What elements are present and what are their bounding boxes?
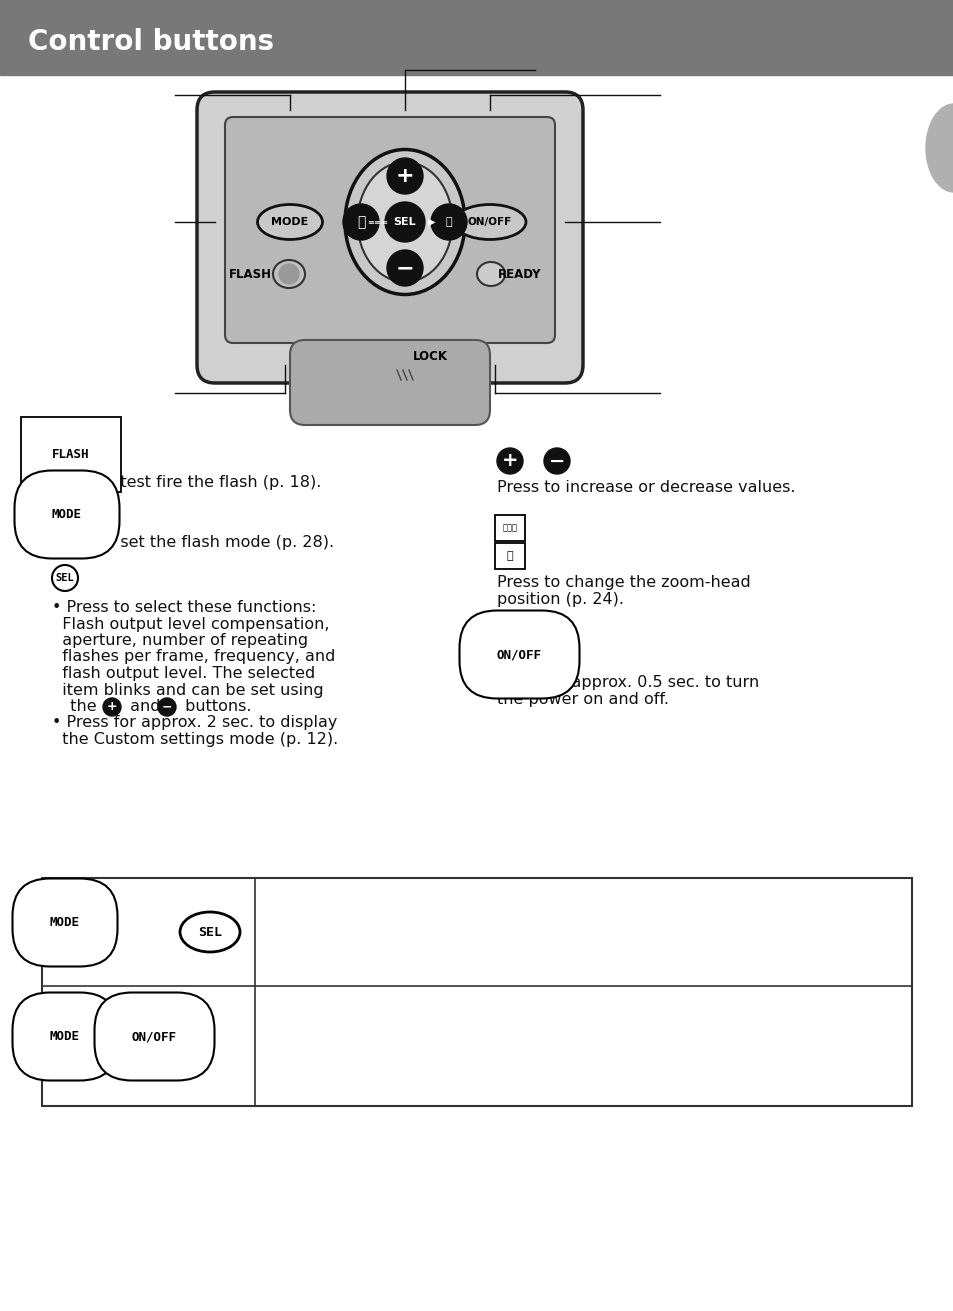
- Circle shape: [158, 697, 175, 716]
- Text: and: and: [125, 699, 166, 714]
- Text: ⛹: ⛹: [445, 218, 452, 227]
- Text: LOCK: LOCK: [412, 350, 447, 363]
- Text: Press to change the zoom-head
position (p. 24).: Press to change the zoom-head position (…: [497, 576, 750, 607]
- FancyBboxPatch shape: [495, 543, 524, 569]
- Text: SEL: SEL: [394, 218, 416, 227]
- Text: item blinks and can be set using: item blinks and can be set using: [52, 683, 323, 697]
- Ellipse shape: [357, 163, 452, 282]
- Text: aperture, number of repeating: aperture, number of repeating: [52, 633, 308, 648]
- Circle shape: [497, 448, 522, 475]
- Text: flashes per frame, frequency, and: flashes per frame, frequency, and: [52, 649, 335, 665]
- Text: • Press for approx. 2 sec. to display: • Press for approx. 2 sec. to display: [52, 716, 337, 730]
- Text: ⛹: ⛹: [506, 551, 513, 561]
- Text: MODE: MODE: [50, 1030, 80, 1044]
- Text: +: +: [501, 451, 517, 471]
- Text: ON/OFF: ON/OFF: [132, 1030, 177, 1044]
- Text: Press to test fire the flash (p. 18).: Press to test fire the flash (p. 18).: [52, 475, 321, 490]
- Text: ON/OFF: ON/OFF: [497, 648, 541, 661]
- Bar: [42, 878, 911, 1106]
- Circle shape: [103, 697, 121, 716]
- Text: −: −: [395, 258, 414, 278]
- Text: MODE: MODE: [52, 507, 82, 520]
- Text: ≡≡≡: ≡≡≡: [367, 218, 388, 227]
- Text: ON/OFF: ON/OFF: [467, 218, 512, 227]
- Text: ▶: ▶: [428, 218, 436, 227]
- Text: +: +: [107, 700, 117, 713]
- Circle shape: [431, 205, 467, 240]
- Text: −: −: [548, 451, 564, 471]
- Text: ⛹⛹⛹: ⛹⛹⛹: [502, 523, 517, 532]
- FancyBboxPatch shape: [290, 340, 490, 425]
- Ellipse shape: [476, 262, 504, 286]
- Text: ⛹: ⛹: [356, 215, 365, 229]
- FancyBboxPatch shape: [495, 515, 524, 541]
- Text: To recall the underexposure value in the TTL/D-TTL auto flash
mode (p. 31).: To recall the underexposure value in the…: [273, 895, 765, 928]
- Text: To reset all settings, including custom settings, to their
default settings (exc: To reset all settings, including custom …: [273, 1004, 746, 1037]
- Bar: [0, 0, 953, 75]
- Circle shape: [52, 565, 78, 591]
- Text: MODE: MODE: [271, 218, 309, 227]
- Text: Press to set the flash mode (p. 28).: Press to set the flash mode (p. 28).: [52, 535, 334, 551]
- Text: SEL: SEL: [198, 926, 222, 939]
- Ellipse shape: [454, 205, 525, 240]
- Text: MODE: MODE: [50, 916, 80, 929]
- Ellipse shape: [925, 104, 953, 191]
- Text: Press to increase or decrease values.: Press to increase or decrease values.: [497, 480, 795, 496]
- Circle shape: [543, 448, 569, 475]
- Text: flash output level. The selected: flash output level. The selected: [52, 666, 314, 680]
- Circle shape: [385, 202, 424, 243]
- Circle shape: [343, 205, 378, 240]
- FancyBboxPatch shape: [225, 117, 555, 343]
- Text: FLASH: FLASH: [229, 267, 272, 281]
- FancyBboxPatch shape: [196, 92, 582, 383]
- Text: Press for approx. 0.5 sec. to turn
the power on and off.: Press for approx. 0.5 sec. to turn the p…: [497, 675, 759, 708]
- Circle shape: [387, 250, 422, 286]
- Ellipse shape: [180, 912, 240, 952]
- Text: FLASH: FLASH: [52, 448, 90, 461]
- Ellipse shape: [257, 205, 322, 240]
- Ellipse shape: [345, 149, 464, 295]
- Text: SEL: SEL: [55, 573, 74, 583]
- Circle shape: [278, 264, 298, 284]
- Text: • Press to select these functions:: • Press to select these functions:: [52, 600, 316, 615]
- Text: buttons.: buttons.: [180, 699, 252, 714]
- Text: Control buttons: Control buttons: [28, 28, 274, 56]
- Text: the Custom settings mode (p. 12).: the Custom settings mode (p. 12).: [52, 732, 338, 747]
- Circle shape: [387, 159, 422, 194]
- Text: the: the: [60, 699, 102, 714]
- Text: Flash output level compensation,: Flash output level compensation,: [52, 616, 329, 632]
- Text: READY: READY: [497, 267, 541, 281]
- Ellipse shape: [273, 260, 305, 288]
- Text: +: +: [395, 166, 414, 186]
- Text: −: −: [162, 700, 172, 713]
